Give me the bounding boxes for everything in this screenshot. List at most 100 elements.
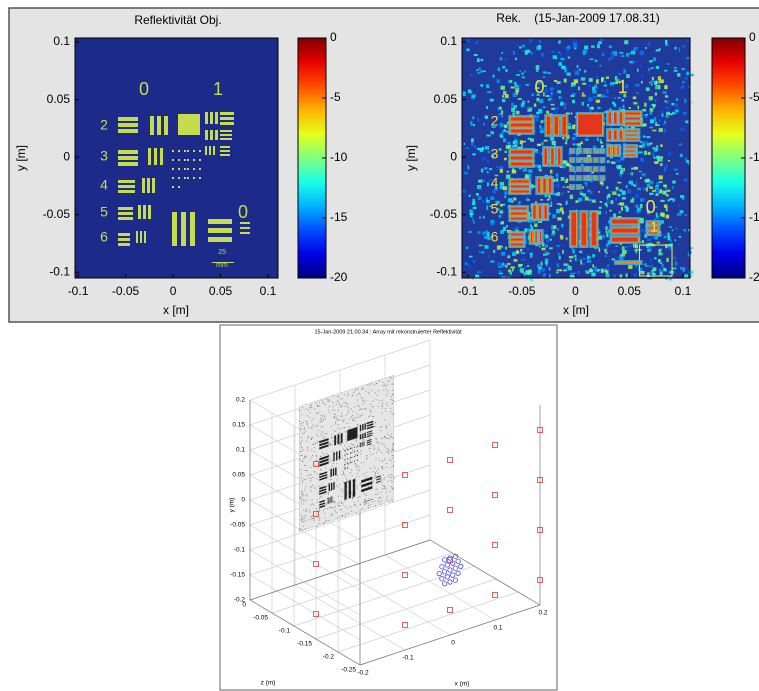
- speckle: [560, 235, 564, 240]
- speckle: [564, 181, 568, 183]
- image-speckle: [352, 444, 354, 446]
- target-bar: [509, 232, 525, 237]
- speckle: [674, 261, 678, 266]
- image-speckle: [302, 460, 304, 462]
- speckle: [472, 116, 475, 120]
- speckle: [648, 60, 652, 63]
- speckle: [485, 230, 489, 234]
- image-speckle: [339, 432, 341, 434]
- image-speckle: [321, 435, 323, 437]
- speckle: [625, 273, 628, 278]
- speckle: [555, 107, 559, 110]
- image-speckle: [308, 436, 310, 438]
- image-speckle: [331, 425, 333, 427]
- array-element: [450, 572, 456, 578]
- speckle: [550, 89, 553, 92]
- image-speckle: [329, 399, 331, 401]
- speckle: [468, 231, 472, 233]
- image-speckle: [342, 448, 344, 450]
- speckle: [501, 110, 504, 115]
- image-speckle: [347, 480, 349, 482]
- array-element: [492, 442, 498, 448]
- target-bar: [240, 227, 250, 229]
- image-bar: [330, 468, 332, 478]
- speckle: [490, 219, 495, 224]
- speckle: [634, 193, 639, 198]
- image-speckle: [304, 427, 306, 429]
- image-speckle: [387, 480, 389, 482]
- image-speckle: [366, 400, 368, 402]
- image-speckle: [357, 500, 359, 502]
- image-speckle: [310, 487, 312, 489]
- speckle: [530, 253, 533, 258]
- speckle: [543, 273, 546, 275]
- speckle: [506, 170, 510, 173]
- target-bar: [118, 162, 138, 166]
- speckle: [498, 272, 503, 275]
- speckle: [561, 210, 565, 215]
- image-speckle: [365, 476, 367, 478]
- colorbar-tick-label: -10: [749, 150, 759, 164]
- image-speckle: [318, 508, 320, 510]
- speckle: [528, 106, 533, 110]
- image-bar: [328, 483, 331, 492]
- speckle: [525, 83, 530, 86]
- image-bar: [366, 432, 373, 436]
- image-speckle: [351, 491, 353, 493]
- image-speckle: [359, 450, 361, 452]
- speckle: [626, 74, 630, 79]
- image-bar: [344, 449, 346, 452]
- speckle: [682, 267, 685, 272]
- speckle: [538, 99, 544, 104]
- target-bar: [193, 168, 195, 170]
- image-speckle: [364, 493, 366, 495]
- speckle: [511, 268, 514, 272]
- target-bar: [590, 211, 598, 247]
- image-bar: [359, 442, 361, 448]
- speckle: [534, 150, 539, 154]
- speckle: [520, 252, 526, 255]
- grid-line: [249, 339, 431, 401]
- target-bar: [184, 177, 186, 179]
- image-speckle: [380, 500, 382, 502]
- speckle: [641, 143, 645, 148]
- speckle: [674, 239, 677, 242]
- target-bar: [509, 155, 534, 161]
- annotation: 1: [213, 79, 223, 99]
- speckle: [662, 122, 666, 126]
- speckle: [675, 103, 678, 108]
- image-speckle: [372, 501, 374, 503]
- target-bar: [187, 150, 189, 152]
- image-speckle: [392, 393, 394, 395]
- speckle: [604, 255, 607, 257]
- speckle: [597, 94, 602, 97]
- array-element: [492, 542, 498, 548]
- speckle: [682, 111, 687, 115]
- image-speckle: [300, 519, 302, 521]
- speckle: [464, 147, 470, 150]
- speckle: [527, 100, 530, 103]
- image-speckle: [383, 459, 385, 461]
- image-speckle: [354, 463, 356, 465]
- image-speckle: [310, 404, 312, 406]
- speckle: [619, 257, 624, 261]
- image-bar: [354, 455, 356, 458]
- image-speckle: [301, 454, 303, 456]
- speckle: [626, 189, 632, 194]
- speckle: [536, 112, 539, 115]
- image-speckle: [305, 511, 307, 513]
- speckle: [467, 165, 470, 170]
- image-speckle: [359, 508, 361, 510]
- image-speckle: [342, 457, 344, 459]
- speckle: [536, 46, 541, 51]
- image-speckle: [331, 434, 333, 436]
- speckle: [656, 182, 660, 185]
- image-speckle: [316, 404, 318, 406]
- image-speckle: [366, 494, 368, 496]
- axes-frame: [74, 37, 279, 279]
- image-speckle: [301, 492, 303, 494]
- image-speckle: [389, 376, 391, 378]
- speckle: [622, 104, 625, 109]
- array-element: [444, 574, 450, 580]
